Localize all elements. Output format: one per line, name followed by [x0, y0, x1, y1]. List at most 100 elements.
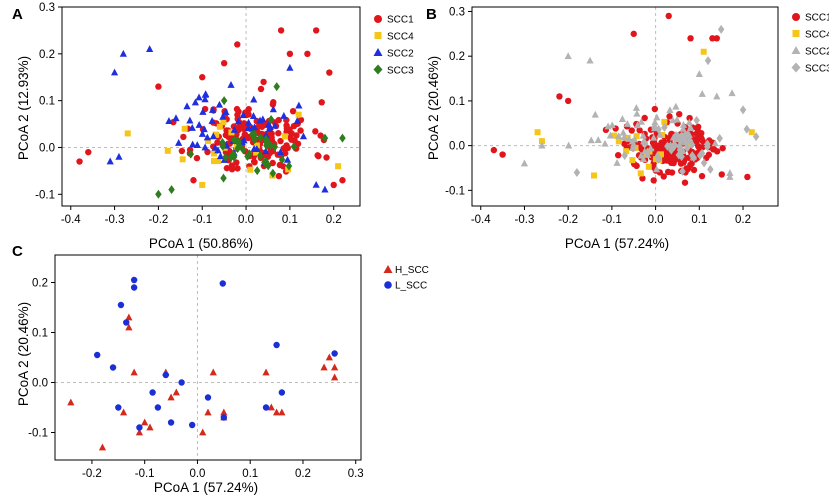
data-point-scc1	[666, 113, 673, 120]
data-point-scc3	[743, 124, 751, 134]
data-point-l-scc	[278, 389, 286, 396]
y-tick-label: 0.1	[32, 328, 48, 340]
data-point-scc1	[228, 162, 236, 169]
panel-b-y-axis-title: PCoA 2 (20.46%)	[426, 56, 441, 160]
x-tick-label: -0.1	[192, 214, 212, 226]
data-point-l-scc	[115, 404, 122, 411]
data-point-scc1	[633, 162, 640, 170]
data-point-scc2	[227, 81, 235, 88]
data-point-scc3	[230, 135, 238, 145]
data-point-scc2	[265, 124, 274, 132]
data-point-scc1	[284, 144, 292, 152]
legend-entry-scc1: SCC1	[374, 15, 414, 26]
data-point-scc2	[230, 126, 238, 133]
data-point-scc3	[700, 158, 708, 168]
data-point-h-scc	[331, 373, 339, 381]
data-point-scc1	[695, 143, 702, 150]
x-tick-label: 0.2	[735, 214, 751, 226]
y-tick-label: 0.0	[449, 141, 465, 153]
legend-entry-scc2: SCC2	[373, 48, 414, 60]
data-point-scc1	[289, 107, 297, 115]
data-point-scc1	[499, 151, 506, 158]
x-tick-label: -0.1	[602, 214, 622, 226]
legend-marker-scc1	[374, 15, 382, 23]
data-point-scc2	[629, 144, 637, 151]
data-point-h-scc	[267, 403, 275, 411]
data-point-scc2	[276, 148, 285, 156]
data-point-scc1	[312, 128, 319, 135]
data-point-scc1	[260, 78, 267, 86]
data-point-scc4	[220, 119, 227, 126]
data-point-scc3	[739, 105, 747, 115]
data-point-scc4	[659, 132, 666, 139]
data-point-scc4	[534, 129, 541, 136]
data-point-scc3	[240, 145, 247, 155]
series-scc3	[155, 82, 346, 199]
data-point-scc2	[586, 56, 594, 64]
legend-label-scc3: SCC3	[387, 66, 414, 77]
data-point-scc1	[234, 165, 241, 172]
data-point-h-scc	[130, 368, 138, 376]
data-point-scc1	[630, 30, 637, 38]
data-point-scc4	[295, 111, 302, 118]
y-tick-label: 0.2	[39, 49, 55, 61]
data-point-scc3	[253, 166, 261, 176]
panel-b: B -0.4 -0.3 -0.2 -0.1 0.0 0.1 0.2 -0.1 0.0 0.1 0.2…	[426, 6, 829, 251]
data-point-scc1	[317, 132, 324, 139]
data-point-scc1	[690, 166, 698, 174]
data-point-scc1	[268, 134, 275, 141]
data-point-h-scc	[199, 428, 207, 436]
data-point-scc3	[168, 185, 175, 195]
data-point-scc3	[641, 139, 649, 149]
data-point-scc1	[286, 50, 294, 58]
data-point-l-scc	[331, 350, 338, 357]
data-point-scc2	[672, 102, 680, 110]
y-tick-label: 0.2	[32, 278, 48, 290]
data-point-scc2	[623, 120, 632, 127]
data-point-scc3	[688, 140, 696, 150]
data-point-scc3	[271, 142, 279, 152]
data-point-scc4	[199, 181, 206, 188]
data-point-l-scc	[167, 419, 175, 426]
data-point-scc1	[190, 177, 197, 184]
data-point-h-scc	[209, 368, 217, 376]
legend-entry-b-scc2: SCC2	[791, 46, 829, 58]
data-point-scc2	[262, 147, 270, 155]
data-point-scc1	[283, 125, 291, 132]
data-point-scc1	[241, 131, 249, 138]
data-point-h-scc	[220, 408, 228, 416]
data-point-scc2	[666, 106, 674, 113]
x-tick-label: 0.2	[295, 468, 311, 480]
data-point-scc3	[257, 132, 264, 142]
data-point-scc1	[323, 154, 330, 161]
data-point-scc1	[293, 132, 300, 139]
panel-c: C -0.2 -0.1 0.0 0.1 0.2 0.3 -0.1 0.0 0.1 0.2 PCoA…	[12, 243, 429, 495]
data-point-scc2	[299, 132, 308, 140]
y-tick-label: 0.2	[449, 51, 465, 63]
x-tick-label: -0.2	[82, 468, 102, 480]
legend-label-b-scc2: SCC2	[805, 47, 829, 58]
data-point-scc1	[220, 59, 228, 67]
series-l-scc	[94, 276, 338, 431]
data-point-scc1	[687, 35, 694, 42]
data-point-scc1	[669, 154, 676, 162]
data-point-scc1	[277, 137, 284, 145]
data-point-scc3	[693, 115, 700, 125]
data-point-h-scc	[262, 368, 270, 376]
data-point-h-scc	[119, 408, 128, 416]
data-point-scc4	[615, 138, 622, 145]
data-point-l-scc	[123, 319, 130, 326]
data-point-scc2	[199, 107, 207, 115]
series-scc2	[106, 45, 329, 193]
data-point-scc2	[520, 159, 529, 167]
data-point-scc1	[660, 173, 667, 180]
data-point-scc3	[246, 149, 253, 159]
x-tick-label: -0.3	[515, 214, 535, 226]
data-point-scc2	[106, 157, 114, 165]
data-point-scc1	[270, 99, 277, 106]
y-tick-label: 0.3	[39, 2, 55, 14]
y-tick-label: 0.3	[449, 6, 465, 18]
data-point-scc1	[651, 105, 659, 113]
